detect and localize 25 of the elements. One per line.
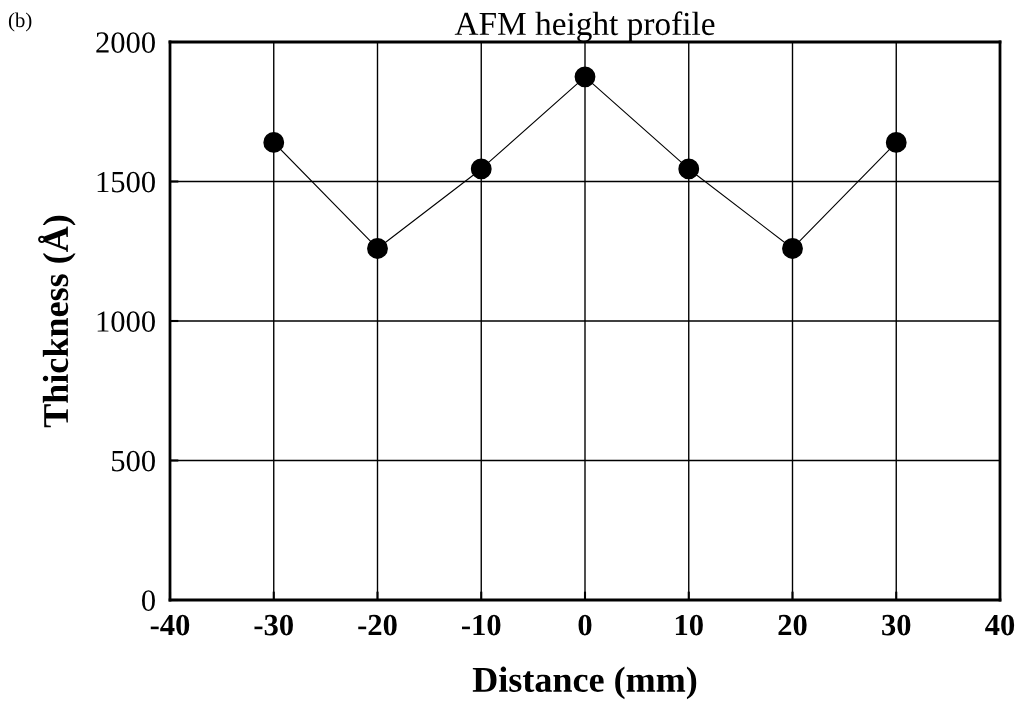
x-tick-label: 40 — [985, 614, 1015, 636]
text: (b) — [8, 12, 32, 32]
x-tick-label: 30 — [882, 614, 911, 636]
y-tick-label: 0 — [142, 590, 155, 611]
x-tick-label: -40 — [150, 614, 190, 636]
x-tick-label: -30 — [254, 614, 293, 636]
x-tick-label: -10 — [462, 614, 501, 636]
point — [574, 66, 596, 88]
point — [263, 132, 285, 153]
chart-title: AFM height profile — [454, 11, 715, 42]
y-tick-label: 1000 — [97, 311, 155, 332]
x-axis-title: Distance (mm) — [472, 666, 697, 700]
x-tick-label: 0 — [578, 614, 592, 636]
x-tick-label: 20 — [778, 614, 807, 636]
y-tick-label: 1500 — [97, 171, 155, 193]
y-tick-label: 2000 — [96, 32, 155, 53]
point — [367, 238, 388, 259]
point — [885, 132, 907, 153]
point — [678, 158, 700, 180]
point — [470, 158, 492, 180]
point — [782, 238, 803, 259]
y-axis-title: Thickness (Å) — [38, 215, 76, 428]
y-tick-label: 500 — [112, 450, 155, 472]
x-tick-label: 10 — [675, 614, 703, 636]
x-tick-label: -20 — [358, 614, 397, 636]
